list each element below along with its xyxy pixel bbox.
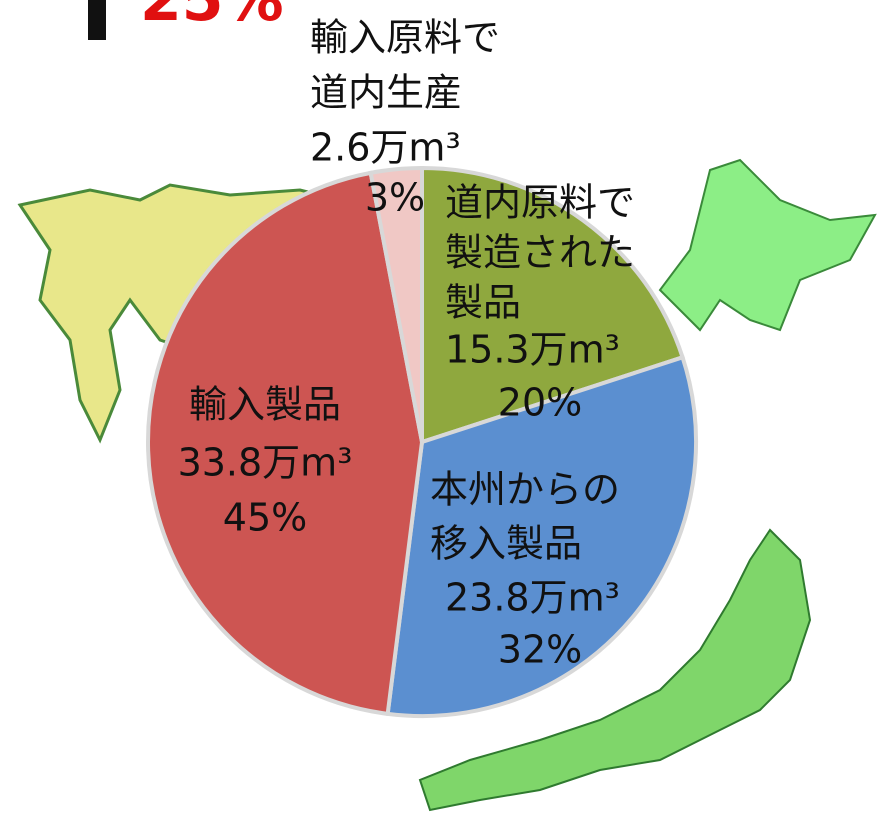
volume-label: 15.3万m³: [445, 328, 620, 372]
value-label: 45%: [223, 496, 307, 540]
slice-label: 輸入原料で: [310, 16, 500, 60]
slice-label: 製品: [445, 281, 521, 325]
volume-label: 23.8万m³: [445, 576, 620, 620]
title-bar: [88, 0, 106, 40]
slice-label: 道内生産: [310, 71, 462, 115]
volume-label: 33.8万m³: [178, 441, 353, 485]
slice-label: 道内原料で: [445, 181, 635, 225]
slice-label: 本州からの: [430, 468, 620, 512]
value-label: 32%: [498, 628, 582, 672]
hokkaido-map: [660, 160, 875, 330]
value-label: 20%: [498, 381, 582, 425]
slice-label: 輸入製品: [189, 383, 341, 427]
chart: 25% 道内原料で製造された製品15.3万m³ 20% 本州からの移入製品 23.8万…: [0, 0, 884, 837]
value-label: 3%: [365, 176, 425, 220]
slice-label: 移入製品: [430, 522, 582, 566]
chart-title: 25%: [140, 0, 284, 35]
volume-label: 2.6万m³: [310, 126, 461, 170]
slice-label: 製造された: [445, 231, 635, 275]
